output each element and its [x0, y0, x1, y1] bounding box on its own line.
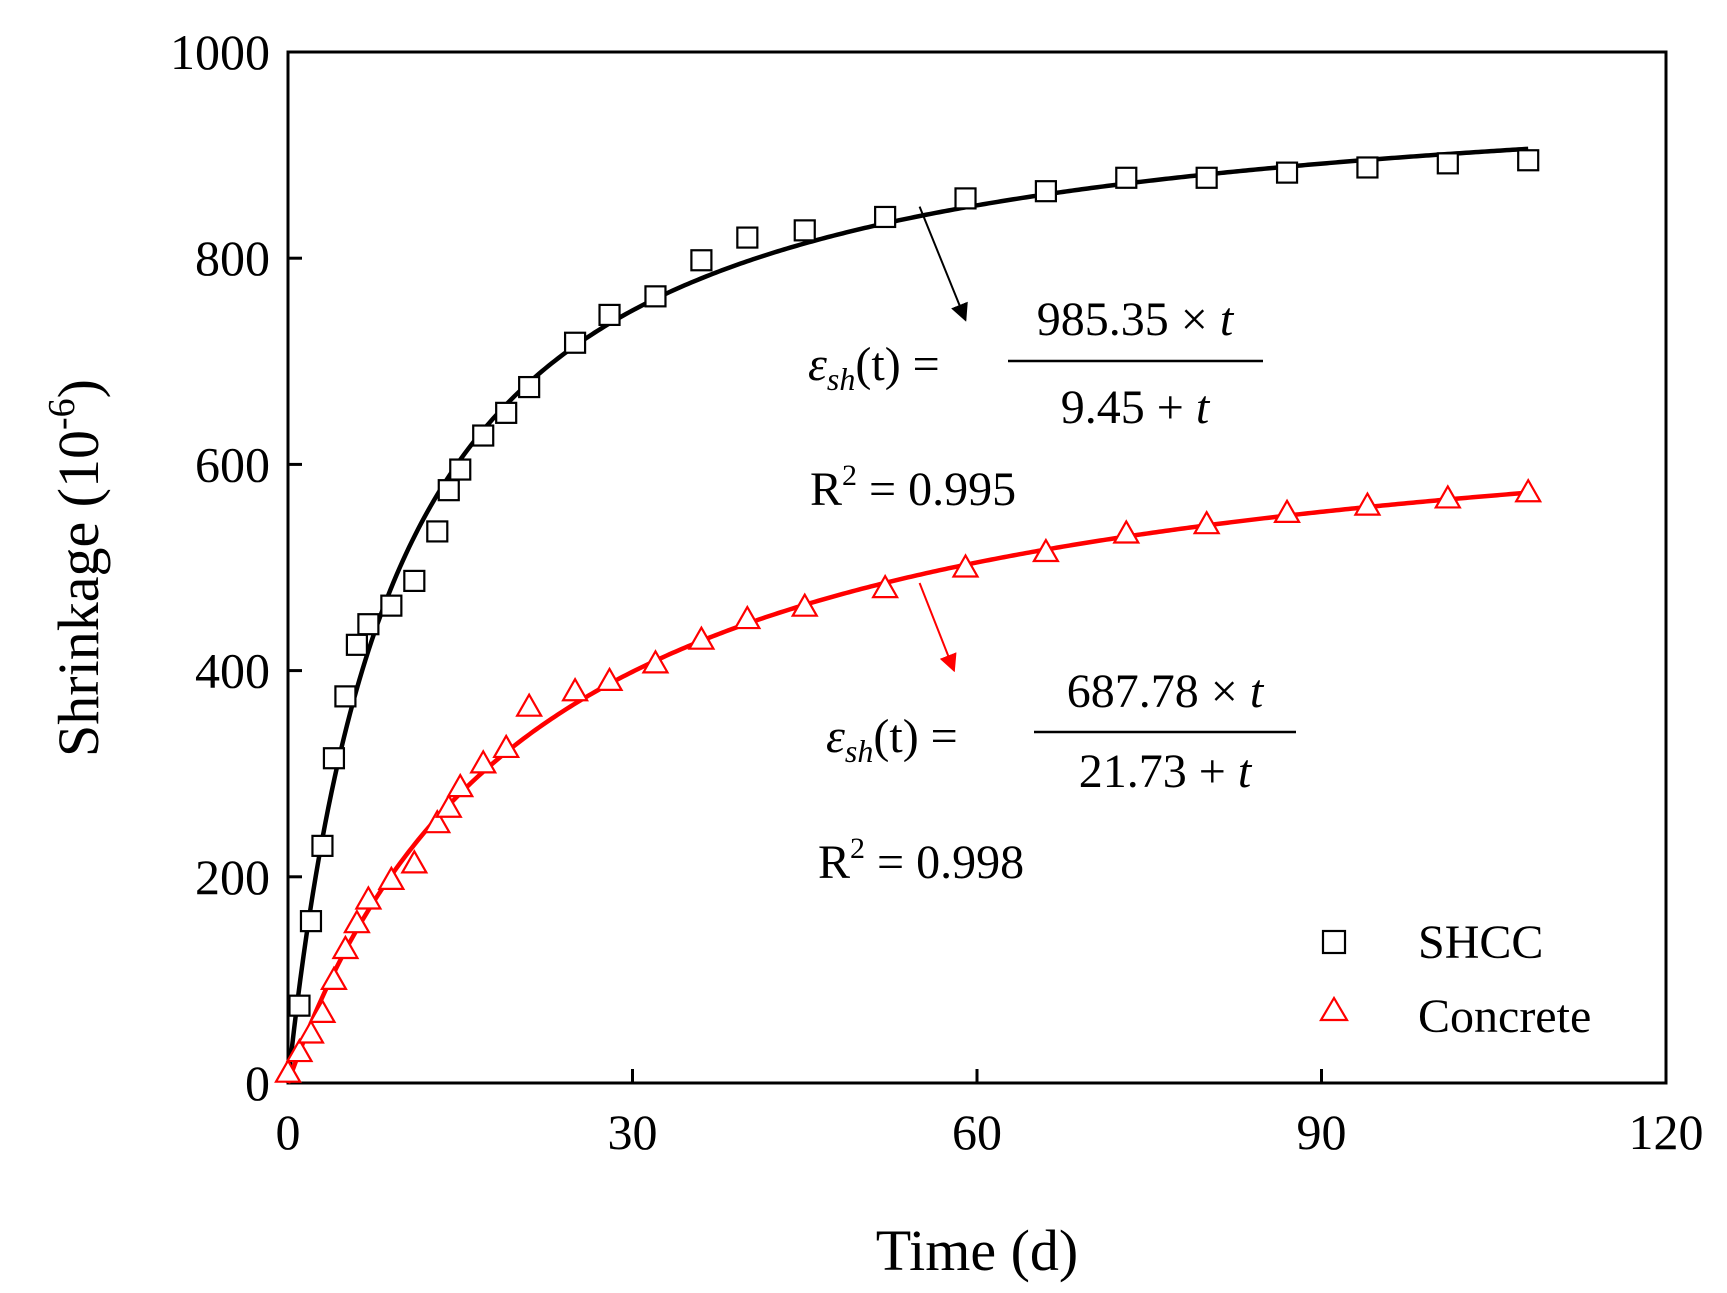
data-point-shcc [1034, 180, 1058, 203]
concrete-eq-denominator: 21.73 + t [1079, 745, 1253, 798]
concrete-eq-numerator: 687.78 × t [1067, 665, 1265, 718]
data-point-shcc [518, 375, 541, 399]
data-point-shcc [1517, 149, 1540, 172]
data-point-concrete [343, 908, 371, 934]
data-point-concrete [400, 849, 429, 874]
data-point-shcc [299, 910, 323, 933]
y-tick-label: 200 [195, 849, 270, 905]
concrete-eq-lhs: εsh(t) = [826, 710, 958, 769]
data-point-shcc [690, 249, 713, 272]
legend-marker-concrete [1319, 995, 1349, 1022]
data-point-concrete [377, 865, 406, 890]
data-point-concrete [285, 1037, 314, 1063]
data-point-concrete [274, 1058, 302, 1083]
data-point-concrete [1353, 491, 1382, 516]
x-tick-label: 90 [1297, 1104, 1347, 1160]
concrete-r-squared: R2 = 0.998 [818, 832, 1024, 889]
shcc-eq-lhs: εsh(t) = [808, 338, 940, 397]
data-point-concrete [1192, 509, 1221, 535]
legend-marker-shcc [1321, 929, 1347, 955]
data-point-shcc [345, 633, 368, 656]
data-point-shcc [357, 613, 380, 636]
data-point-concrete [1273, 498, 1301, 523]
y-tick-label: 400 [195, 643, 270, 699]
y-axis-ticks: 0 200 400 600 800 1000 [170, 24, 302, 1111]
x-tick-label: 0 [276, 1104, 301, 1160]
data-point-concrete [733, 604, 762, 630]
concrete-fit-equation: εsh(t) = 687.78 × t 21.73 + t [826, 665, 1296, 798]
data-point-shcc [495, 401, 518, 424]
data-point-shcc [288, 994, 311, 1017]
data-point-shcc [1115, 166, 1138, 189]
data-point-concrete [434, 793, 463, 818]
x-axis-title: Time (d) [876, 1218, 1079, 1283]
data-point-concrete [641, 649, 670, 674]
fit-curve-shcc [285, 146, 1529, 1084]
y-axis-title: Shrinkage (10-6) [41, 379, 111, 757]
data-point-shcc [334, 685, 357, 708]
data-point-concrete [354, 885, 383, 910]
data-point-concrete [561, 677, 589, 702]
shcc-r-squared: R2 = 0.995 [810, 459, 1016, 516]
data-point-shcc [1195, 166, 1218, 189]
data-point-concrete [871, 573, 900, 599]
shcc-fit-equation: εsh(t) = 985.35 × t 9.45 + t [808, 293, 1263, 434]
data-point-concrete [1514, 478, 1543, 503]
data-point-concrete [492, 733, 521, 759]
data-point-concrete [297, 1019, 325, 1044]
data-point-shcc [403, 569, 426, 593]
data-point-concrete [687, 625, 716, 650]
x-tick-label: 120 [1629, 1104, 1704, 1160]
data-point-shcc [1275, 161, 1299, 184]
data-point-concrete [308, 998, 337, 1023]
data-point-concrete [320, 965, 348, 991]
data-point-shcc [874, 205, 897, 229]
concrete-equation-arrow [918, 582, 957, 673]
fit-curves [285, 146, 1529, 1084]
y-tick-label: 1000 [170, 24, 270, 80]
data-point-shcc [472, 424, 495, 447]
data-point-shcc [311, 834, 334, 857]
legend-label-concrete: Concrete [1418, 990, 1591, 1043]
data-point-shcc [1436, 152, 1459, 175]
shcc-eq-denominator: 9.45 + t [1061, 381, 1211, 434]
data-point-concrete [423, 808, 452, 834]
x-tick-label: 60 [952, 1104, 1002, 1160]
y-tick-label: 600 [195, 436, 270, 492]
data-point-concrete [790, 592, 819, 617]
data-point-shcc [426, 520, 449, 543]
data-point-shcc [322, 747, 346, 770]
data-point-shcc [598, 303, 621, 327]
data-point-shcc [563, 331, 587, 354]
data-point-concrete [446, 772, 475, 798]
data-point-shcc [1356, 156, 1379, 179]
data-point-concrete [469, 749, 498, 774]
data-point-shcc [793, 219, 816, 242]
data-point-shcc [736, 226, 759, 249]
data-point-concrete [1032, 537, 1060, 563]
data-point-shcc [437, 479, 460, 502]
y-tick-label: 800 [195, 230, 270, 286]
x-axis-ticks: 0 30 60 90 120 [276, 1069, 1704, 1160]
data-point-shcc [449, 458, 472, 481]
x-tick-label: 30 [608, 1104, 658, 1160]
legend-label-shcc: SHCC [1418, 916, 1543, 969]
fit-curve-concrete [285, 490, 1529, 1084]
data-point-concrete [331, 934, 360, 960]
data-point-concrete [515, 692, 544, 717]
shcc-eq-numerator: 985.35 × t [1037, 293, 1235, 346]
shcc-equation-arrow [918, 206, 968, 322]
data-point-concrete [1433, 484, 1462, 509]
legend: SHCC Concrete [1319, 916, 1591, 1043]
data-point-shcc [954, 187, 977, 210]
data-point-concrete [595, 666, 624, 692]
data-markers [274, 149, 1543, 1083]
y-tick-label: 0 [245, 1055, 270, 1111]
data-point-shcc [644, 285, 667, 308]
data-point-concrete [1112, 519, 1141, 544]
data-point-shcc [380, 594, 403, 617]
data-point-concrete [951, 553, 980, 578]
